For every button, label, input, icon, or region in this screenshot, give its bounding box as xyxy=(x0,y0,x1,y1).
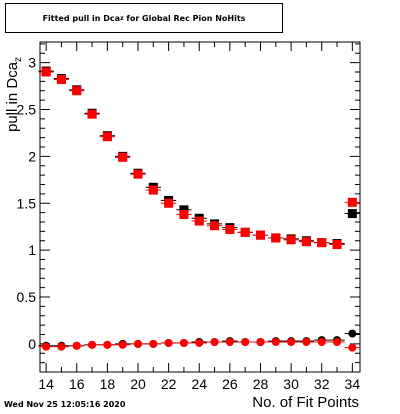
data-point-circle xyxy=(225,338,234,346)
title-main: Fitted pull in Dca xyxy=(42,13,121,23)
data-point-circle xyxy=(195,338,204,347)
data-point-square xyxy=(194,216,204,226)
data-point-square xyxy=(347,209,357,219)
data-point-square xyxy=(240,227,250,237)
data-point-square xyxy=(286,235,296,245)
x-tick-label: 18 xyxy=(100,376,116,392)
data-point-square xyxy=(332,240,342,249)
x-tick-label: 34 xyxy=(345,376,361,392)
data-point-circle xyxy=(133,339,142,348)
data-point-square xyxy=(347,197,357,207)
x-tick-label: 20 xyxy=(130,376,146,392)
y-tick-label: 0.5 xyxy=(17,289,37,305)
data-point-square xyxy=(102,132,112,142)
plot-frame xyxy=(39,41,361,373)
data-point-square xyxy=(87,109,97,119)
data-point-circle xyxy=(118,340,127,349)
data-point-circle xyxy=(348,329,357,338)
data-point-square xyxy=(255,230,265,240)
x-tick-label: 14 xyxy=(38,376,54,392)
data-point-circle xyxy=(256,338,265,346)
chart-title: Fitted pull in Dca z for Global Rec Pion … xyxy=(5,3,283,33)
ylabel-main: pull in Dca xyxy=(4,61,21,132)
data-point-square xyxy=(148,185,158,195)
data-point-circle xyxy=(271,338,280,346)
data-point-square xyxy=(225,225,235,234)
title-rest: for Global Rec Pion NoHits xyxy=(123,13,246,23)
data-point-square xyxy=(179,210,189,219)
data-point-circle xyxy=(103,340,112,349)
y-tick-label: 3 xyxy=(28,55,36,71)
y-tick-label: 0 xyxy=(28,336,36,352)
x-axis-label: No. of Fit Points xyxy=(252,394,359,411)
x-tick-label: 30 xyxy=(283,376,299,392)
data-point-square xyxy=(164,198,174,208)
x-tick-label: 28 xyxy=(253,376,269,392)
data-point-circle xyxy=(241,338,250,346)
data-point-circle xyxy=(164,338,173,347)
data-point-square xyxy=(72,86,82,96)
data-point-square xyxy=(41,67,51,77)
y-axis-label: pull in Dcaz xyxy=(4,57,24,132)
data-point-circle xyxy=(333,338,342,346)
data-point-circle xyxy=(179,338,188,347)
y-tick-label: 2 xyxy=(28,148,36,164)
data-point-square xyxy=(301,237,311,247)
data-point-circle xyxy=(317,338,326,346)
data-point-circle xyxy=(287,338,296,346)
data-point-square xyxy=(133,169,143,179)
marks xyxy=(38,66,360,352)
data-point-circle xyxy=(210,338,219,346)
ylabel-sub: z xyxy=(13,56,24,62)
data-point-square xyxy=(118,152,128,162)
data-point-circle xyxy=(88,340,97,349)
y-tick-label: 2.5 xyxy=(17,102,37,118)
x-tick-label: 16 xyxy=(69,376,85,392)
data-point-square xyxy=(271,233,281,243)
data-point-circle xyxy=(57,342,66,351)
y-tick-label: 1.5 xyxy=(17,195,37,211)
data-point-circle xyxy=(42,342,51,351)
x-tick-label: 22 xyxy=(161,376,177,392)
data-point-square xyxy=(210,221,220,231)
data-point-circle xyxy=(348,343,357,352)
x-tick-label: 26 xyxy=(222,376,238,392)
data-point-circle xyxy=(302,338,311,346)
title-sub: z xyxy=(120,14,124,22)
x-tick-label: 32 xyxy=(314,376,330,392)
data-point-circle xyxy=(72,341,81,350)
data-point-square xyxy=(179,205,189,215)
data-point-circle xyxy=(149,339,158,348)
x-tick-label: 24 xyxy=(191,376,207,392)
data-point-square xyxy=(56,75,66,84)
data-point-square xyxy=(317,238,327,248)
timestamp: Wed Nov 25 12:05:16 2020 xyxy=(4,400,126,409)
y-tick-label: 1 xyxy=(28,242,36,258)
